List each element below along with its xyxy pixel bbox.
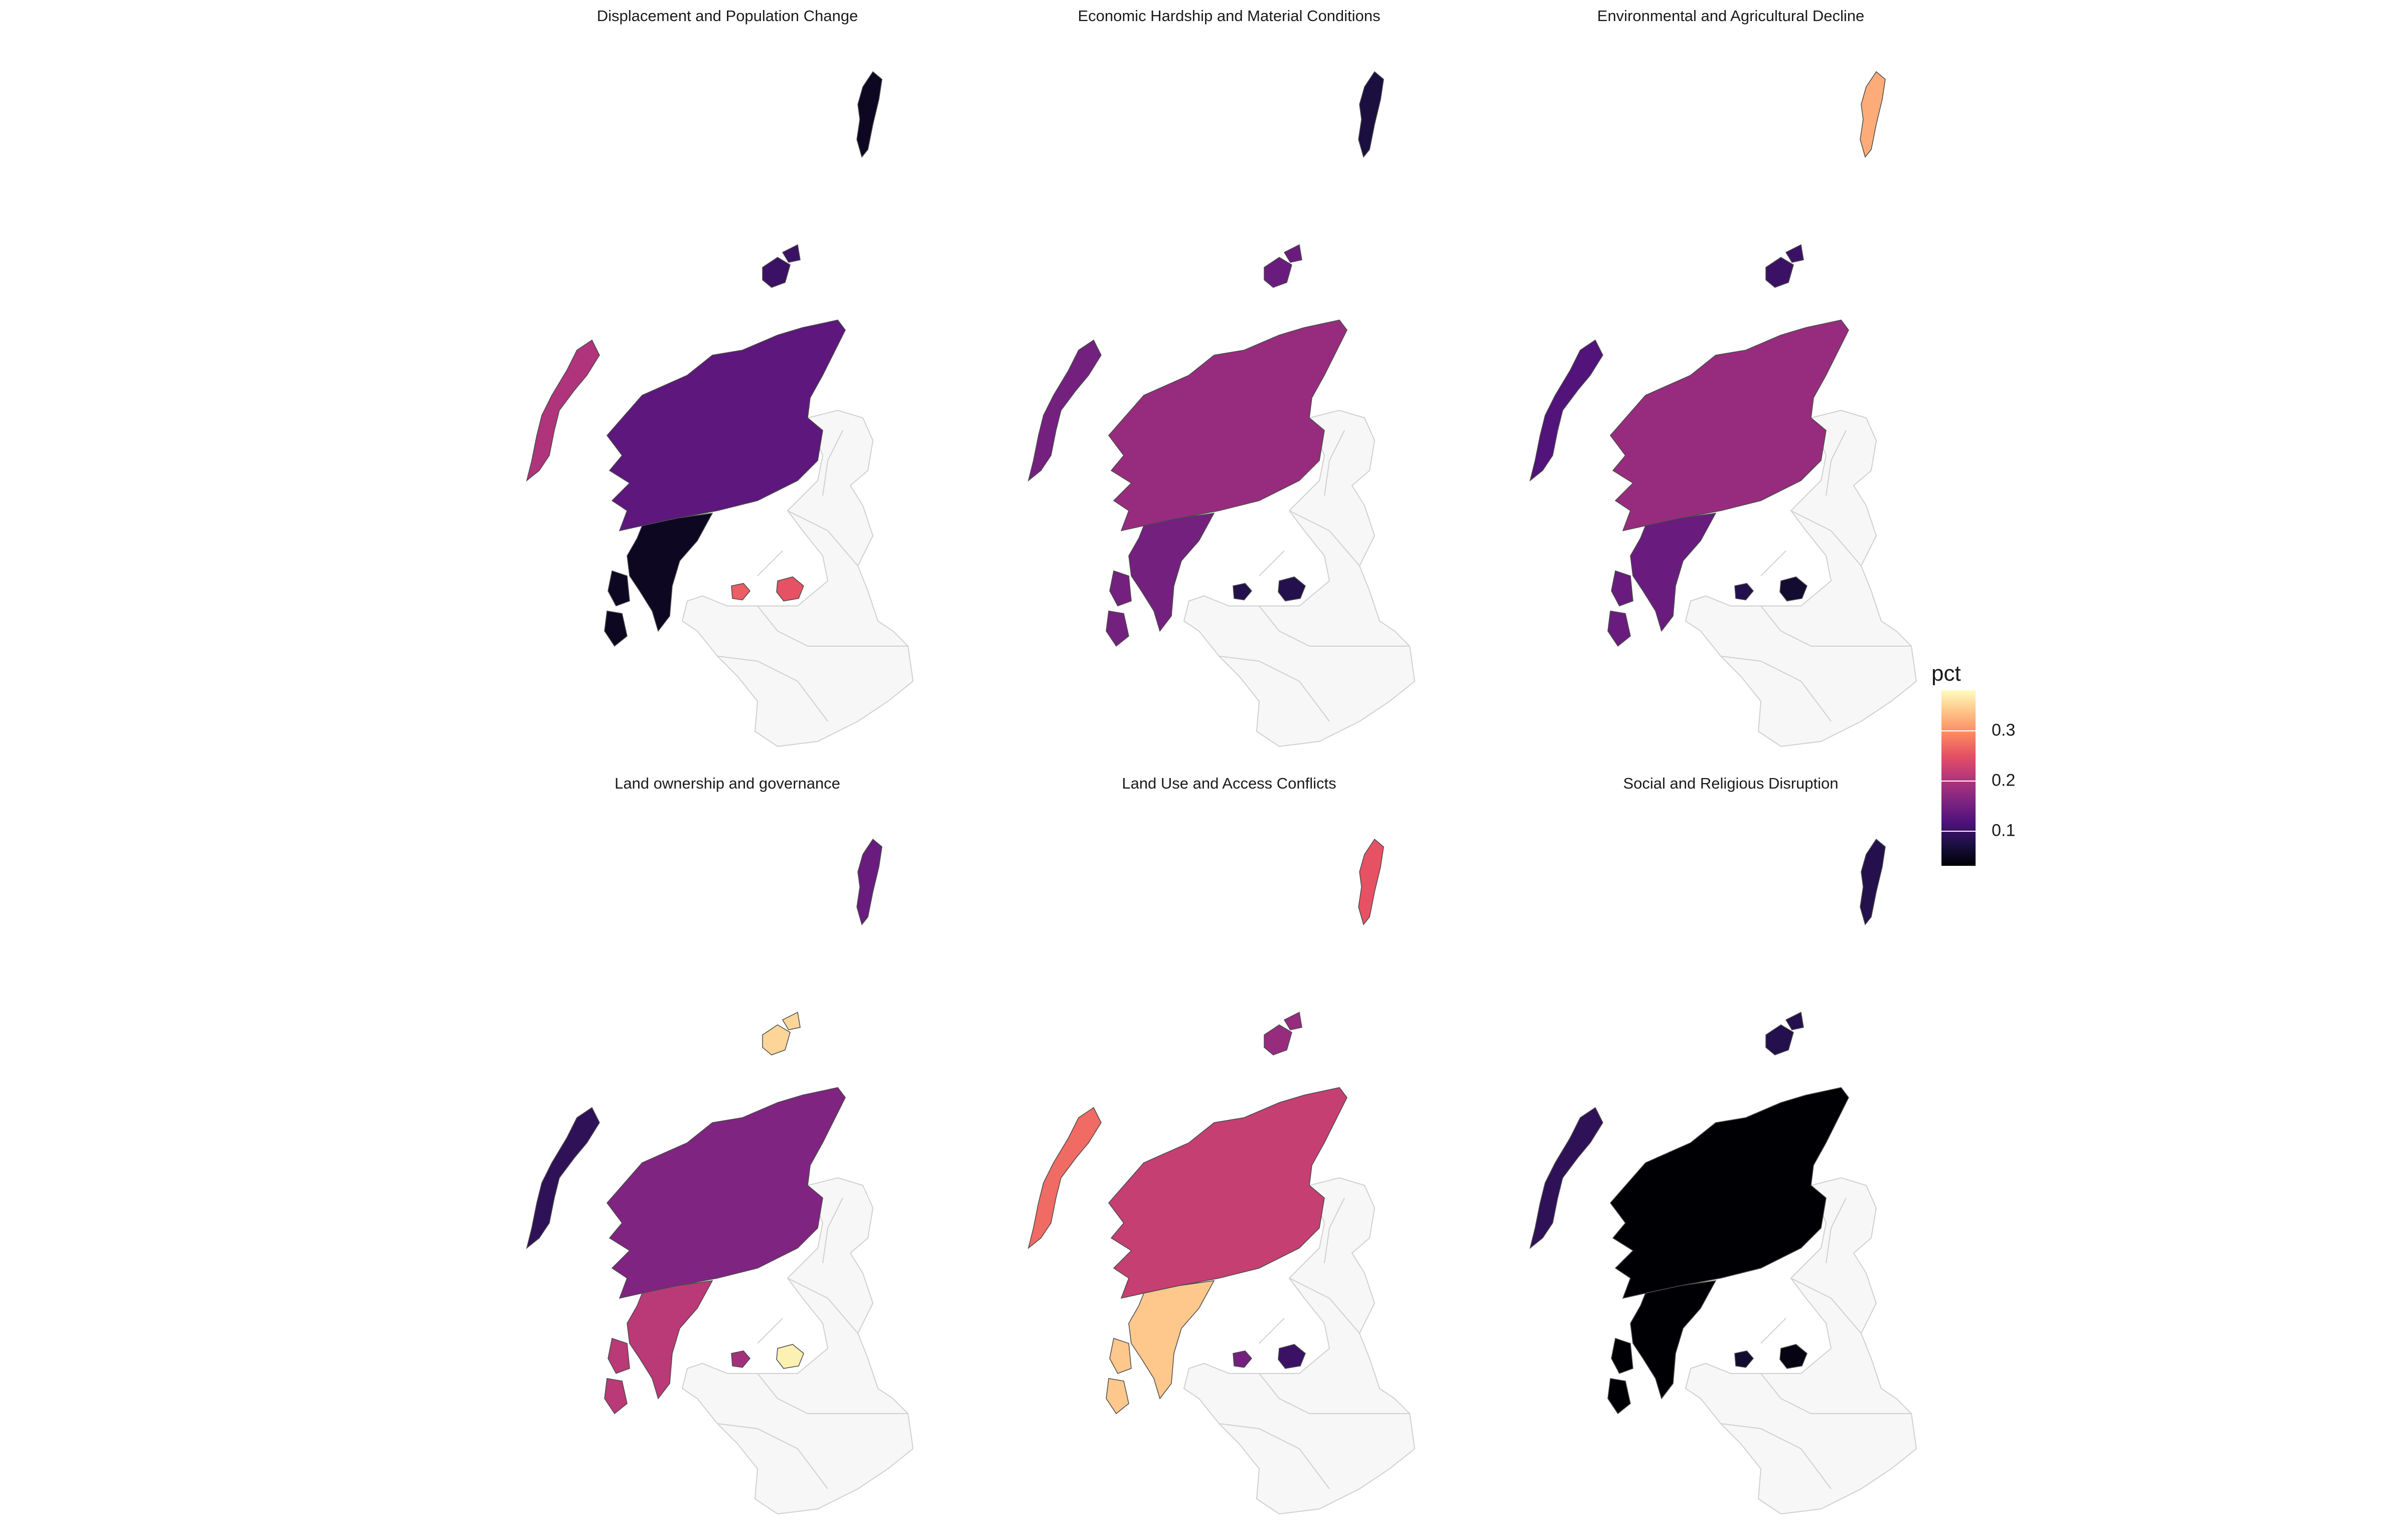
region-stirling <box>1233 1350 1252 1368</box>
region-perth <box>1278 576 1306 601</box>
legend-tick-mark <box>1941 781 1976 782</box>
region-shetland <box>1358 71 1384 158</box>
region-argyll <box>1106 513 1215 647</box>
panel-title: Environmental and Agricultural Decline <box>1597 7 1865 25</box>
region-orkney <box>762 1011 801 1055</box>
council-border-lines <box>717 1197 908 1489</box>
region-orkney <box>1264 244 1302 288</box>
scotland-map <box>1529 838 1917 1515</box>
region-stirling <box>1734 1350 1754 1368</box>
region-western-isles <box>1027 339 1102 482</box>
region-no-data <box>1685 409 1917 747</box>
region-western-isles <box>1529 1107 1603 1249</box>
map-panel-3: Environmental and Agricultural Decline <box>1480 7 1982 768</box>
legend-title: pct <box>1931 661 1961 686</box>
council-border-lines <box>717 430 908 722</box>
scotland-map <box>526 838 914 1515</box>
region-highland <box>1610 1087 1849 1299</box>
map-panel-1: Displacement and Population Change <box>477 7 978 768</box>
region-argyll <box>604 513 713 647</box>
region-argyll <box>604 1280 713 1415</box>
region-shetland <box>856 71 882 158</box>
region-highland <box>607 1087 846 1299</box>
region-argyll <box>1607 513 1717 647</box>
region-argyll <box>1607 1280 1717 1415</box>
panel-title: Displacement and Population Change <box>596 7 858 25</box>
region-stirling <box>1233 583 1252 600</box>
color-legend: pct 0.3 0.2 0.1 <box>1931 661 2032 887</box>
region-argyll <box>1106 1280 1215 1415</box>
panel-title: Land ownership and governance <box>615 775 840 792</box>
region-western-isles <box>1027 1107 1102 1249</box>
region-no-data <box>1183 409 1416 747</box>
region-shetland <box>1860 71 1886 158</box>
region-shetland <box>1860 838 1886 926</box>
region-orkney <box>762 244 801 288</box>
legend-tick-label: 0.3 <box>1992 720 2016 740</box>
panel-title: Social and Religious Disruption <box>1623 775 1839 792</box>
map-panel-6: Social and Religious Disruption <box>1480 775 1982 1535</box>
council-border-lines <box>1219 430 1410 722</box>
region-western-isles <box>526 1107 600 1249</box>
council-border-lines <box>1219 1197 1410 1489</box>
region-orkney <box>1264 1011 1302 1055</box>
map-panel-5: Land Use and Access Conflicts <box>978 775 1480 1535</box>
region-highland <box>1610 320 1849 532</box>
region-perth <box>776 576 804 601</box>
region-highland <box>1108 1087 1347 1299</box>
map-panel-4: Land ownership and governance <box>477 775 978 1535</box>
region-western-isles <box>1529 339 1603 482</box>
scotland-map <box>526 71 914 747</box>
council-border-lines <box>1720 1197 1911 1489</box>
region-shetland <box>1358 838 1384 926</box>
legend-tick-label: 0.2 <box>1992 771 2016 790</box>
region-perth <box>776 1344 804 1369</box>
scotland-map <box>1529 71 1917 747</box>
legend-colorbar <box>1941 690 1976 866</box>
region-highland <box>607 320 846 532</box>
panel-title: Land Use and Access Conflicts <box>1122 775 1336 792</box>
region-orkney <box>1765 1011 1804 1055</box>
region-perth <box>1779 1344 1808 1369</box>
region-highland <box>1108 320 1347 532</box>
legend-tick-label: 0.1 <box>1992 821 2016 840</box>
map-panel-2: Economic Hardship and Material Condition… <box>978 7 1480 768</box>
region-stirling <box>731 583 750 600</box>
region-stirling <box>1734 583 1754 600</box>
region-western-isles <box>526 339 600 482</box>
region-stirling <box>731 1350 750 1368</box>
region-shetland <box>856 838 882 926</box>
region-no-data <box>681 409 914 747</box>
scotland-map <box>1027 71 1416 747</box>
region-perth <box>1779 576 1808 601</box>
panel-title: Economic Hardship and Material Condition… <box>1078 7 1381 25</box>
legend-tick-mark <box>1941 730 1976 731</box>
region-orkney <box>1765 244 1804 288</box>
region-perth <box>1278 1344 1306 1369</box>
legend-tick-mark <box>1941 831 1976 832</box>
scotland-map <box>1027 838 1416 1515</box>
council-border-lines <box>1720 430 1911 722</box>
